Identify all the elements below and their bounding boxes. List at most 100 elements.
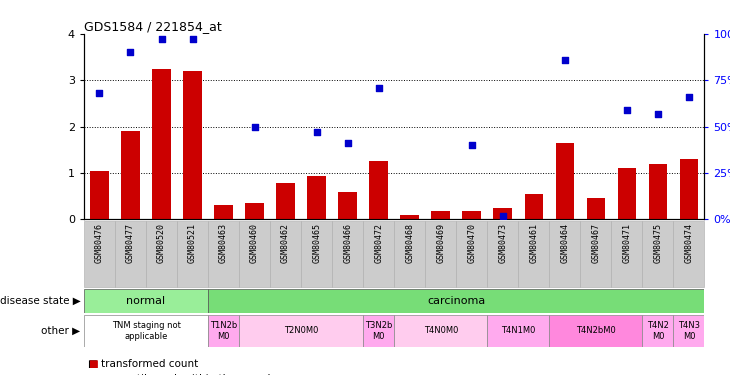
Bar [394,315,487,347]
Bar [611,221,642,287]
Text: GSM80463: GSM80463 [219,223,228,263]
Bar [276,183,295,219]
Bar [394,221,425,287]
Text: T4N3
M0: T4N3 M0 [678,321,700,340]
Text: T2N0M0: T2N0M0 [284,326,318,336]
Text: GSM80520: GSM80520 [157,223,166,263]
Point [497,213,509,219]
Text: GSM80460: GSM80460 [250,223,259,263]
Bar [673,315,704,347]
Bar [91,171,109,219]
Bar [549,221,580,287]
Bar [648,164,667,219]
Bar [121,131,139,219]
Bar [332,221,363,287]
Point [373,85,385,91]
Bar [208,289,704,313]
Bar [115,221,146,287]
Text: GSM80476: GSM80476 [95,223,104,263]
Bar [208,315,239,347]
Point [559,57,571,63]
Text: T4N0M0: T4N0M0 [423,326,458,336]
Text: GSM80461: GSM80461 [529,223,538,263]
Bar [642,221,673,287]
Point [125,50,137,55]
Text: GSM80475: GSM80475 [653,223,662,263]
Text: T4N2
M0: T4N2 M0 [647,321,669,340]
Bar [680,159,698,219]
Bar [431,211,450,219]
Bar [152,69,171,219]
Text: TNM staging not
applicable: TNM staging not applicable [112,321,180,340]
Text: ■: ■ [88,374,97,375]
Bar [463,211,481,219]
Bar [177,221,208,287]
Bar [239,315,363,347]
Text: carcinoma: carcinoma [427,296,485,306]
Text: ■ percentile rank within the sample: ■ percentile rank within the sample [88,374,277,375]
Bar [84,315,208,347]
Text: GSM80466: GSM80466 [343,223,352,263]
Text: GSM80472: GSM80472 [374,223,383,263]
Text: ■: ■ [88,359,97,369]
Point [342,140,353,146]
Bar [84,221,115,287]
Bar [270,221,301,287]
Text: GSM80469: GSM80469 [437,223,445,263]
Bar [215,206,233,219]
Text: GSM80462: GSM80462 [281,223,290,263]
Bar [84,289,208,313]
Bar [618,168,636,219]
Point [466,142,477,148]
Bar [369,161,388,219]
Bar [673,221,704,287]
Text: T3N2b
M0: T3N2b M0 [365,321,393,340]
Bar [400,215,419,219]
Text: T1N2b
M0: T1N2b M0 [210,321,237,340]
Text: ■ transformed count: ■ transformed count [88,359,198,369]
Point [311,129,323,135]
Point [187,36,199,42]
Text: GSM80465: GSM80465 [312,223,321,263]
Bar [556,143,574,219]
Text: normal: normal [126,296,166,306]
Text: T4N2bM0: T4N2bM0 [576,326,615,336]
Text: GSM80477: GSM80477 [126,223,135,263]
Text: GSM80464: GSM80464 [561,223,569,263]
Bar [425,221,456,287]
Bar [301,221,332,287]
Bar [518,221,549,287]
Bar [488,221,518,287]
Text: GDS1584 / 221854_at: GDS1584 / 221854_at [84,20,222,33]
Text: GSM80474: GSM80474 [685,223,694,263]
Bar [587,198,605,219]
Bar [487,315,549,347]
Bar [456,221,488,287]
Bar [239,221,270,287]
Bar [642,315,673,347]
Point [621,107,633,113]
Point [249,124,261,130]
Bar [524,194,543,219]
Bar [146,221,177,287]
Bar [183,71,201,219]
Bar [208,221,239,287]
Bar [493,208,512,219]
Bar [307,176,326,219]
Bar [245,203,264,219]
Point [683,94,695,100]
Text: GSM80521: GSM80521 [188,223,197,263]
Bar [338,192,357,219]
Text: GSM80467: GSM80467 [591,223,600,263]
Text: T4N1M0: T4N1M0 [501,326,536,336]
Text: other ▶: other ▶ [41,326,80,336]
Point [93,90,105,96]
Bar [363,221,394,287]
Point [155,36,167,42]
Text: disease state ▶: disease state ▶ [0,296,80,306]
Bar [363,315,394,347]
Text: GSM80473: GSM80473 [499,223,507,263]
Bar [580,221,611,287]
Text: GSM80470: GSM80470 [467,223,476,263]
Bar [549,315,642,347]
